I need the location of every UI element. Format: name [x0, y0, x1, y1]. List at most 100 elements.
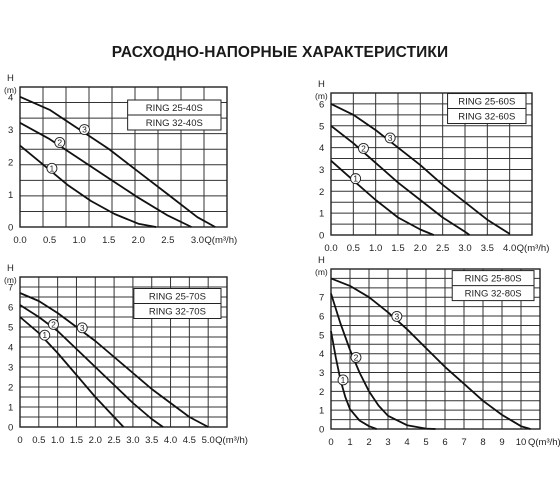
x-tick-label: 2 — [366, 437, 371, 448]
y-tick-label: 3 — [319, 165, 324, 176]
y-tick-label: 3 — [8, 125, 13, 136]
y-tick-label: 5 — [319, 330, 324, 341]
x-axis-label: Q(m³/h) — [215, 435, 248, 446]
x-tick-label: 2.0 — [414, 243, 427, 254]
y-tick-label: 5 — [319, 121, 324, 132]
x-tick-label: 1.0 — [51, 435, 64, 446]
y-tick-label: 3 — [8, 363, 13, 374]
y-tick-label: 0 — [8, 423, 13, 434]
y-tick-label: 5 — [8, 323, 13, 334]
y-tick-label: 6 — [8, 303, 13, 314]
x-tick-label: 1 — [347, 437, 352, 448]
y-axis-unit: (m) — [4, 275, 17, 285]
x-tick-label: 3 — [385, 437, 390, 448]
curve-label-circle — [350, 351, 362, 363]
page-title: РАСХОДНО-НАПОРНЫЕ ХАРАКТЕРИСТИКИ — [111, 44, 449, 61]
curve-label-circle — [48, 318, 59, 330]
curve-3 — [19, 292, 209, 428]
x-tick-label: 3.0 — [191, 235, 204, 246]
y-tick-label: 1 — [319, 209, 324, 220]
curve-label: 3 — [394, 311, 399, 321]
x-tick-label: 0.0 — [13, 235, 26, 246]
legend-entry: RING 32-40S — [146, 118, 203, 129]
y-tick-label: 7 — [319, 293, 324, 304]
y-tick-label: 2 — [8, 157, 13, 168]
y-tick-label: 1 — [8, 403, 13, 414]
x-tick-label: 3.0 — [458, 243, 471, 254]
x-tick-label: 1.5 — [70, 435, 83, 446]
x-tick-label: 0.5 — [347, 243, 360, 254]
x-tick-label: 2.0 — [132, 235, 145, 246]
y-tick-label: 2 — [319, 387, 324, 398]
curve-label-circle — [391, 310, 403, 322]
curve-label-circle — [46, 162, 58, 174]
curve-3 — [19, 95, 216, 228]
legend-entry: RING 25-60S — [458, 97, 515, 108]
y-tick-label: 3 — [319, 368, 324, 379]
x-tick-label: 4.0 — [503, 243, 516, 254]
legend-entry: RING 25-40S — [146, 103, 203, 114]
y-axis-label: H — [318, 79, 325, 90]
x-tick-label: 0.0 — [324, 243, 337, 254]
curve-2 — [330, 293, 436, 430]
x-tick-label: 6 — [442, 437, 447, 448]
x-tick-label: 1.5 — [102, 235, 115, 246]
curve-1 — [19, 144, 157, 228]
legend-entry: RING 32-60S — [458, 112, 515, 123]
x-tick-label: 7 — [461, 437, 466, 448]
curve-1 — [330, 160, 435, 236]
curve-label-circle — [39, 329, 51, 341]
curve-1 — [19, 316, 125, 428]
y-tick-label: 4 — [319, 349, 324, 360]
y-tick-label: 4 — [8, 343, 13, 354]
curve-label: 2 — [51, 319, 56, 329]
chart-1: H(m) 0 1 2 3 4 0.0 0.5 1.0 1.5 2.0 2.5 3.0 Q(m³/h) RIN… — [4, 73, 237, 246]
x-tick-label: 0.5 — [32, 435, 45, 446]
curve-label-circle — [358, 142, 369, 154]
y-axis-label: H — [7, 73, 14, 84]
x-tick-label: 4 — [404, 437, 409, 448]
x-tick-label: 8 — [480, 437, 485, 448]
curve-label-circle — [54, 137, 66, 148]
curve-label: 2 — [361, 143, 366, 153]
curve-3 — [330, 277, 531, 430]
curve-label: 1 — [341, 375, 346, 385]
curve-1 — [330, 330, 377, 430]
x-axis-label: Q(m³/h) — [517, 243, 550, 254]
x-tick-label: 3.5 — [145, 435, 158, 446]
x-tick-label: 2.0 — [89, 435, 102, 446]
legend-entry: RING 25-80S — [465, 274, 522, 285]
x-tick-label: 9 — [499, 437, 504, 448]
y-tick-label: 0 — [319, 425, 324, 436]
chart-2: H(m) 0 1 2 3 4 5 6 0.0 0.5 1.0 1.5 2.0 2.5 3.0 3.5 4.0 Q(… — [315, 79, 549, 254]
legend-entry: RING 32-70S — [149, 307, 206, 318]
y-tick-label: 1 — [8, 190, 13, 201]
curve-label-circle — [384, 132, 396, 144]
y-tick-label: 7 — [8, 283, 13, 294]
legend-entry: RING 32-80S — [465, 289, 522, 300]
curve-label: 2 — [354, 352, 359, 362]
y-tick-label: 0 — [8, 223, 13, 234]
x-tick-label: 3.5 — [481, 243, 494, 254]
x-tick-label: 0 — [17, 435, 22, 446]
y-tick-label: 6 — [319, 312, 324, 323]
x-axis-label: Q(m³/h) — [204, 235, 237, 246]
y-tick-label: 2 — [8, 383, 13, 394]
x-tick-label: 0 — [328, 437, 333, 448]
x-tick-label: 1.0 — [369, 243, 382, 254]
x-tick-label: 4.5 — [183, 435, 196, 446]
x-axis-label: Q(m³/h) — [528, 437, 560, 448]
curve-label: 3 — [388, 133, 393, 143]
y-tick-label: 2 — [319, 187, 324, 198]
curve-2 — [19, 304, 164, 428]
x-tick-label: 1.0 — [73, 235, 86, 246]
y-tick-label: 0 — [319, 231, 324, 242]
curve-label: 3 — [82, 125, 87, 135]
y-tick-label: 4 — [8, 92, 13, 103]
x-tick-label: 1.5 — [391, 243, 404, 254]
curve-label-circle — [337, 374, 349, 386]
plot-frame — [19, 86, 228, 228]
x-tick-label: 3.0 — [126, 435, 139, 446]
curve-label: 3 — [80, 323, 85, 333]
